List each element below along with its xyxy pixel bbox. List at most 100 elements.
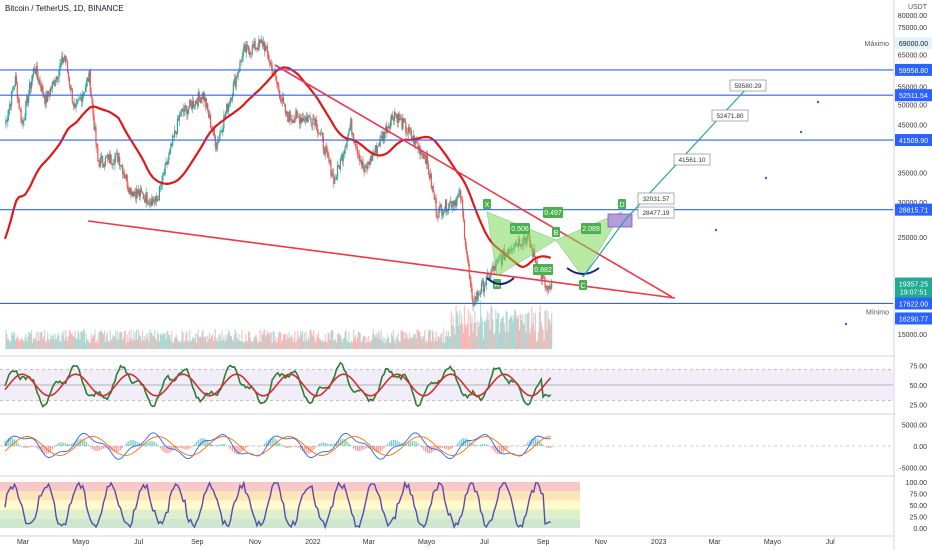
candle-body (492, 265, 494, 271)
candle-body (436, 212, 438, 217)
candle-body (546, 285, 548, 290)
macd-histogram-bar (358, 446, 360, 452)
volume-bar (24, 337, 26, 349)
macd-histogram-bar (55, 444, 57, 446)
candle-body (339, 158, 341, 170)
candle-body (238, 71, 240, 73)
candle-body (196, 102, 198, 106)
candle-body (326, 147, 328, 153)
candle-body (21, 122, 23, 124)
candle-body (235, 76, 237, 87)
candle-body (154, 200, 156, 203)
volume-bar (75, 337, 77, 349)
min-label: Mínimo (866, 309, 889, 316)
volume-bar (114, 336, 116, 349)
candle-body (351, 118, 353, 134)
volume-bar (212, 341, 215, 349)
volume-bar (309, 329, 311, 349)
candle-body (226, 104, 228, 112)
candle-body (311, 123, 313, 125)
candle-body (458, 194, 460, 196)
candle-body (426, 155, 428, 164)
candle-body (113, 163, 115, 165)
candle-body (23, 120, 25, 121)
volume-bar (473, 322, 475, 349)
pattern-point-label: C (580, 283, 585, 290)
candle-body (289, 111, 291, 119)
macd-histogram-bar (245, 446, 247, 449)
candle-body (392, 118, 395, 121)
candle-body (380, 136, 382, 137)
macd-histogram-bar (30, 446, 33, 447)
macd-histogram-bar (99, 446, 101, 451)
volume-bar (286, 334, 288, 349)
volume-bar (504, 332, 506, 349)
volume-bar (173, 337, 176, 349)
pattern-ratio-badge (533, 264, 553, 275)
volume-bar (77, 330, 79, 349)
volume-bar (500, 317, 503, 349)
macd-histogram-bar (523, 445, 525, 446)
volume-bar (54, 334, 56, 349)
volume-bar (326, 342, 328, 349)
candle-body (375, 145, 377, 154)
volume-bar (445, 331, 448, 349)
volume-bar (348, 331, 350, 349)
candle-body (284, 104, 287, 114)
candle-body (7, 115, 9, 122)
candle-body (394, 112, 396, 115)
volume-bar (137, 329, 140, 349)
volume-bar (178, 340, 180, 349)
volume-bar (172, 342, 174, 349)
volume-bar (328, 333, 330, 349)
volume-bar (118, 339, 120, 349)
volume-bar (398, 340, 400, 349)
volume-bar (234, 329, 236, 349)
candle-body (205, 98, 207, 108)
macd-histogram-bar (135, 440, 137, 446)
rsi-tick-label: 75.00 (909, 364, 927, 371)
volume-bar (418, 331, 420, 349)
volume-bar (295, 342, 297, 349)
volume-bar (408, 339, 410, 349)
macd-histogram-bar (165, 446, 167, 454)
volume-bar (275, 336, 277, 349)
macd-histogram-bar (70, 443, 72, 446)
candle-body (444, 209, 446, 212)
candle-body (317, 132, 320, 134)
volume-bar (290, 336, 292, 349)
volume-bar (264, 337, 267, 349)
volume-bar (232, 340, 234, 349)
volume-bar (534, 330, 536, 349)
macd-histogram-bar (212, 444, 215, 446)
volume-bar (276, 342, 278, 349)
macd-histogram-bar (47, 446, 50, 454)
candle-body (381, 136, 383, 141)
candle-body (299, 117, 302, 124)
candle-body (245, 45, 247, 53)
volume-bar (106, 331, 108, 349)
candle-body (378, 145, 380, 147)
candle-body (123, 172, 125, 177)
volume-bar (381, 340, 383, 349)
macd-histogram-bar (294, 446, 296, 447)
candle-body (49, 88, 52, 96)
candle-body (118, 156, 120, 162)
volume-bar (167, 331, 169, 349)
volume-bar (60, 342, 62, 349)
candle-body (177, 118, 179, 121)
candle-body (489, 276, 491, 281)
candle-body (443, 211, 445, 215)
candle-body (151, 198, 153, 206)
volume-bar (120, 331, 123, 349)
candle-body (305, 116, 307, 118)
candle-body (328, 156, 330, 163)
volume-bar (426, 339, 428, 349)
macd-histogram-bar (207, 440, 209, 446)
macd-histogram-bar (29, 446, 31, 448)
candle-body (145, 192, 147, 203)
macd-histogram-bar (390, 440, 393, 446)
volume-bar (215, 340, 217, 349)
macd-histogram-bar (533, 437, 535, 446)
